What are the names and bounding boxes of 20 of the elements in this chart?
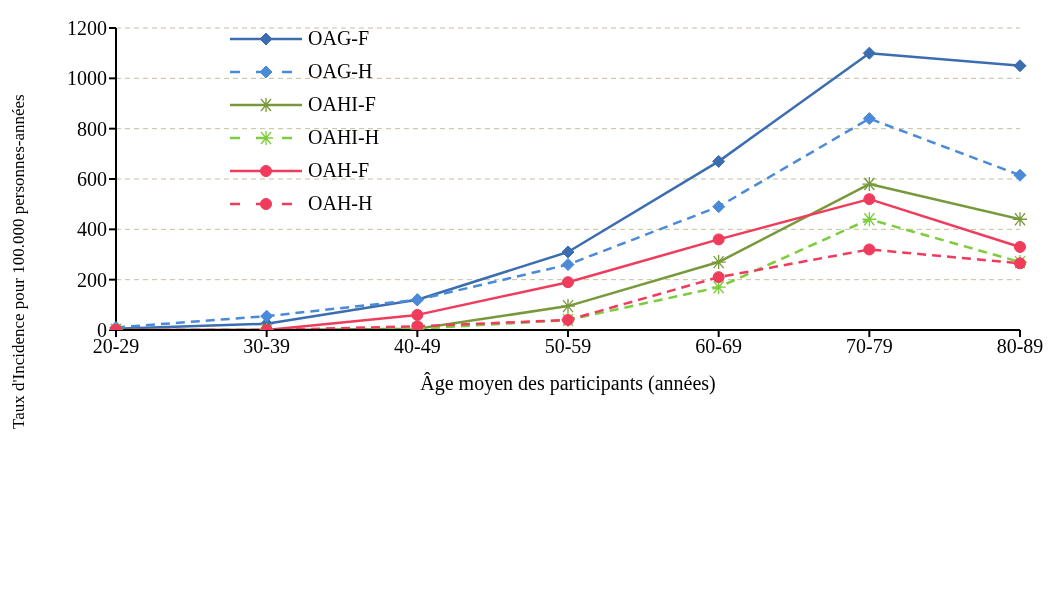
x-tick-label: 70-79 xyxy=(846,335,893,358)
x-axis-title: Âge moyen des participants (années) xyxy=(420,372,716,395)
x-tick-label: 50-59 xyxy=(544,335,592,358)
legend-label: OAG-H xyxy=(308,60,373,83)
y-axis-title: Taux d'Incidence pour 100.000 personnes-années xyxy=(9,94,29,429)
x-tick-label: 60-69 xyxy=(695,335,742,358)
legend-label: OAHI-F xyxy=(308,93,376,116)
y-tick-label: 600 xyxy=(77,168,107,191)
y-tick-label: 200 xyxy=(77,268,107,291)
x-tick-label: 40-49 xyxy=(394,335,441,358)
legend-label: OAH-H xyxy=(308,192,373,215)
y-tick-label: 400 xyxy=(77,218,107,241)
legend-label: OAHI-H xyxy=(308,126,380,149)
y-tick-label: 800 xyxy=(77,117,107,140)
y-tick-label: 1000 xyxy=(67,67,107,90)
y-tick-label: 1200 xyxy=(67,17,107,40)
x-tick-label: 80-89 xyxy=(996,335,1044,358)
legend-label: OAH-F xyxy=(308,159,370,182)
legend-label: OAG-F xyxy=(308,27,370,50)
x-tick-label: 30-39 xyxy=(243,335,290,358)
